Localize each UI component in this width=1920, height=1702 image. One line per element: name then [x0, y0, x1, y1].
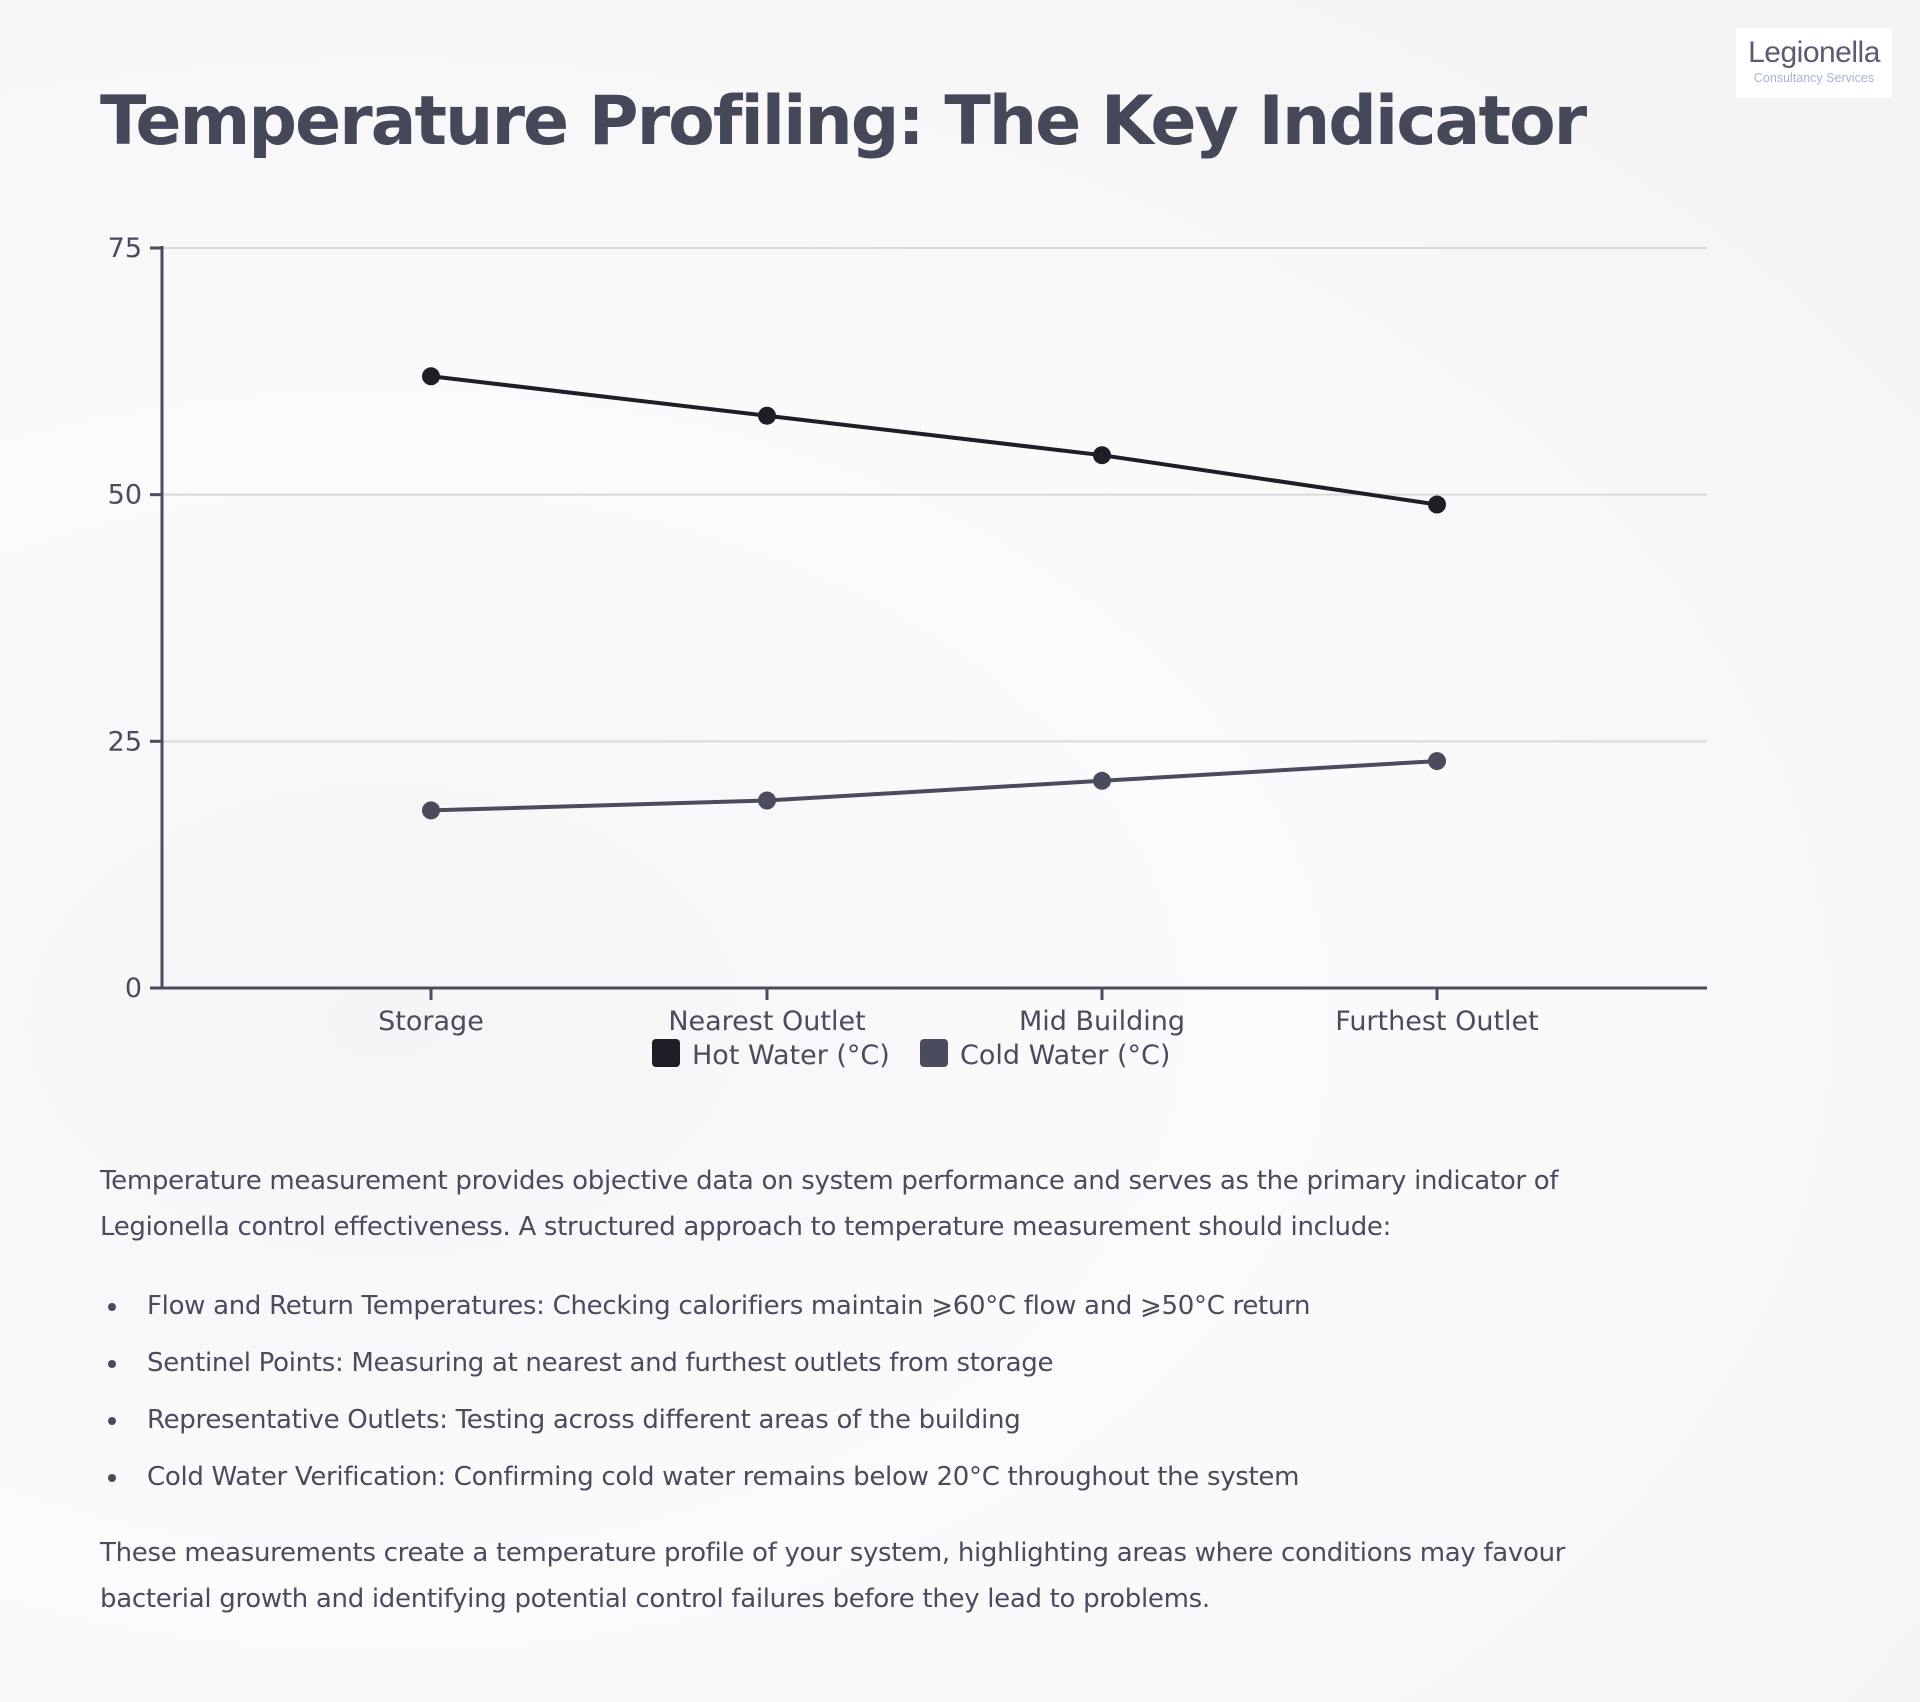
x-tick-label: Mid Building	[1019, 1006, 1185, 1037]
series-line-0	[430, 374, 1438, 507]
data-point	[1428, 495, 1446, 514]
y-tick-label: 75	[108, 233, 142, 264]
data-point	[422, 801, 440, 820]
measurement-list: Flow and Return Temperatures: Checking c…	[100, 1278, 1660, 1506]
list-item: Flow and Return Temperatures: Checking c…	[100, 1278, 1660, 1335]
list-item-text: Sentinel Points: Measuring at nearest an…	[147, 1348, 1054, 1378]
logo-main-text: Legionella	[1748, 36, 1880, 69]
list-item-text: Flow and Return Temperatures: Checking c…	[147, 1291, 1311, 1321]
data-point	[758, 406, 776, 425]
x-tick-label: Furthest Outlet	[1335, 1006, 1538, 1037]
y-tick-label: 50	[108, 480, 142, 511]
data-point	[1093, 771, 1111, 790]
y-tick-label: 0	[125, 973, 142, 1004]
data-point	[1093, 446, 1111, 465]
data-point	[758, 791, 776, 810]
legend-label: Hot Water (°C)	[692, 1040, 890, 1071]
series-line-1	[430, 759, 1438, 813]
list-item-text: Cold Water Verification: Confirming cold…	[147, 1462, 1300, 1492]
list-item: Sentinel Points: Measuring at nearest an…	[100, 1335, 1660, 1392]
logo-sub-text: Consultancy Services	[1753, 71, 1875, 85]
intro-paragraph: Temperature measurement provides objecti…	[100, 1166, 1559, 1242]
x-tick-label: Nearest Outlet	[668, 1006, 865, 1037]
outro-paragraph: These measurements create a temperature …	[100, 1538, 1566, 1614]
chart-legend: Hot Water (°C) Cold Water (°C)	[652, 1039, 1170, 1071]
chart-gridlines	[162, 247, 1707, 743]
y-tick-label: 25	[108, 726, 142, 757]
legend-swatch	[652, 1039, 680, 1067]
list-item: Representative Outlets: Testing across d…	[100, 1392, 1660, 1449]
temperature-line-chart: 0 25 50 75 Storage Nearest Outlet Mid Building…	[108, 233, 1707, 1071]
legend-swatch	[920, 1039, 948, 1067]
bullet-dot	[108, 1417, 116, 1425]
page-title: Temperature Profiling: The Key Indicator	[100, 82, 1587, 161]
data-point	[1428, 752, 1446, 771]
bullet-dot	[108, 1360, 116, 1368]
list-item-text: Representative Outlets: Testing across d…	[147, 1405, 1021, 1435]
data-point	[422, 367, 440, 386]
chart-axes: 0 25 50 75 Storage Nearest Outlet Mid Building…	[108, 233, 1707, 1037]
x-tick-label: Storage	[378, 1006, 484, 1037]
list-item: Cold Water Verification: Confirming cold…	[100, 1449, 1660, 1506]
bullet-dot	[108, 1474, 116, 1482]
company-logo: Legionella Consultancy Services	[1736, 28, 1892, 98]
legend-label: Cold Water (°C)	[960, 1040, 1170, 1071]
bullet-dot	[108, 1303, 116, 1311]
chart-series	[422, 367, 1446, 820]
